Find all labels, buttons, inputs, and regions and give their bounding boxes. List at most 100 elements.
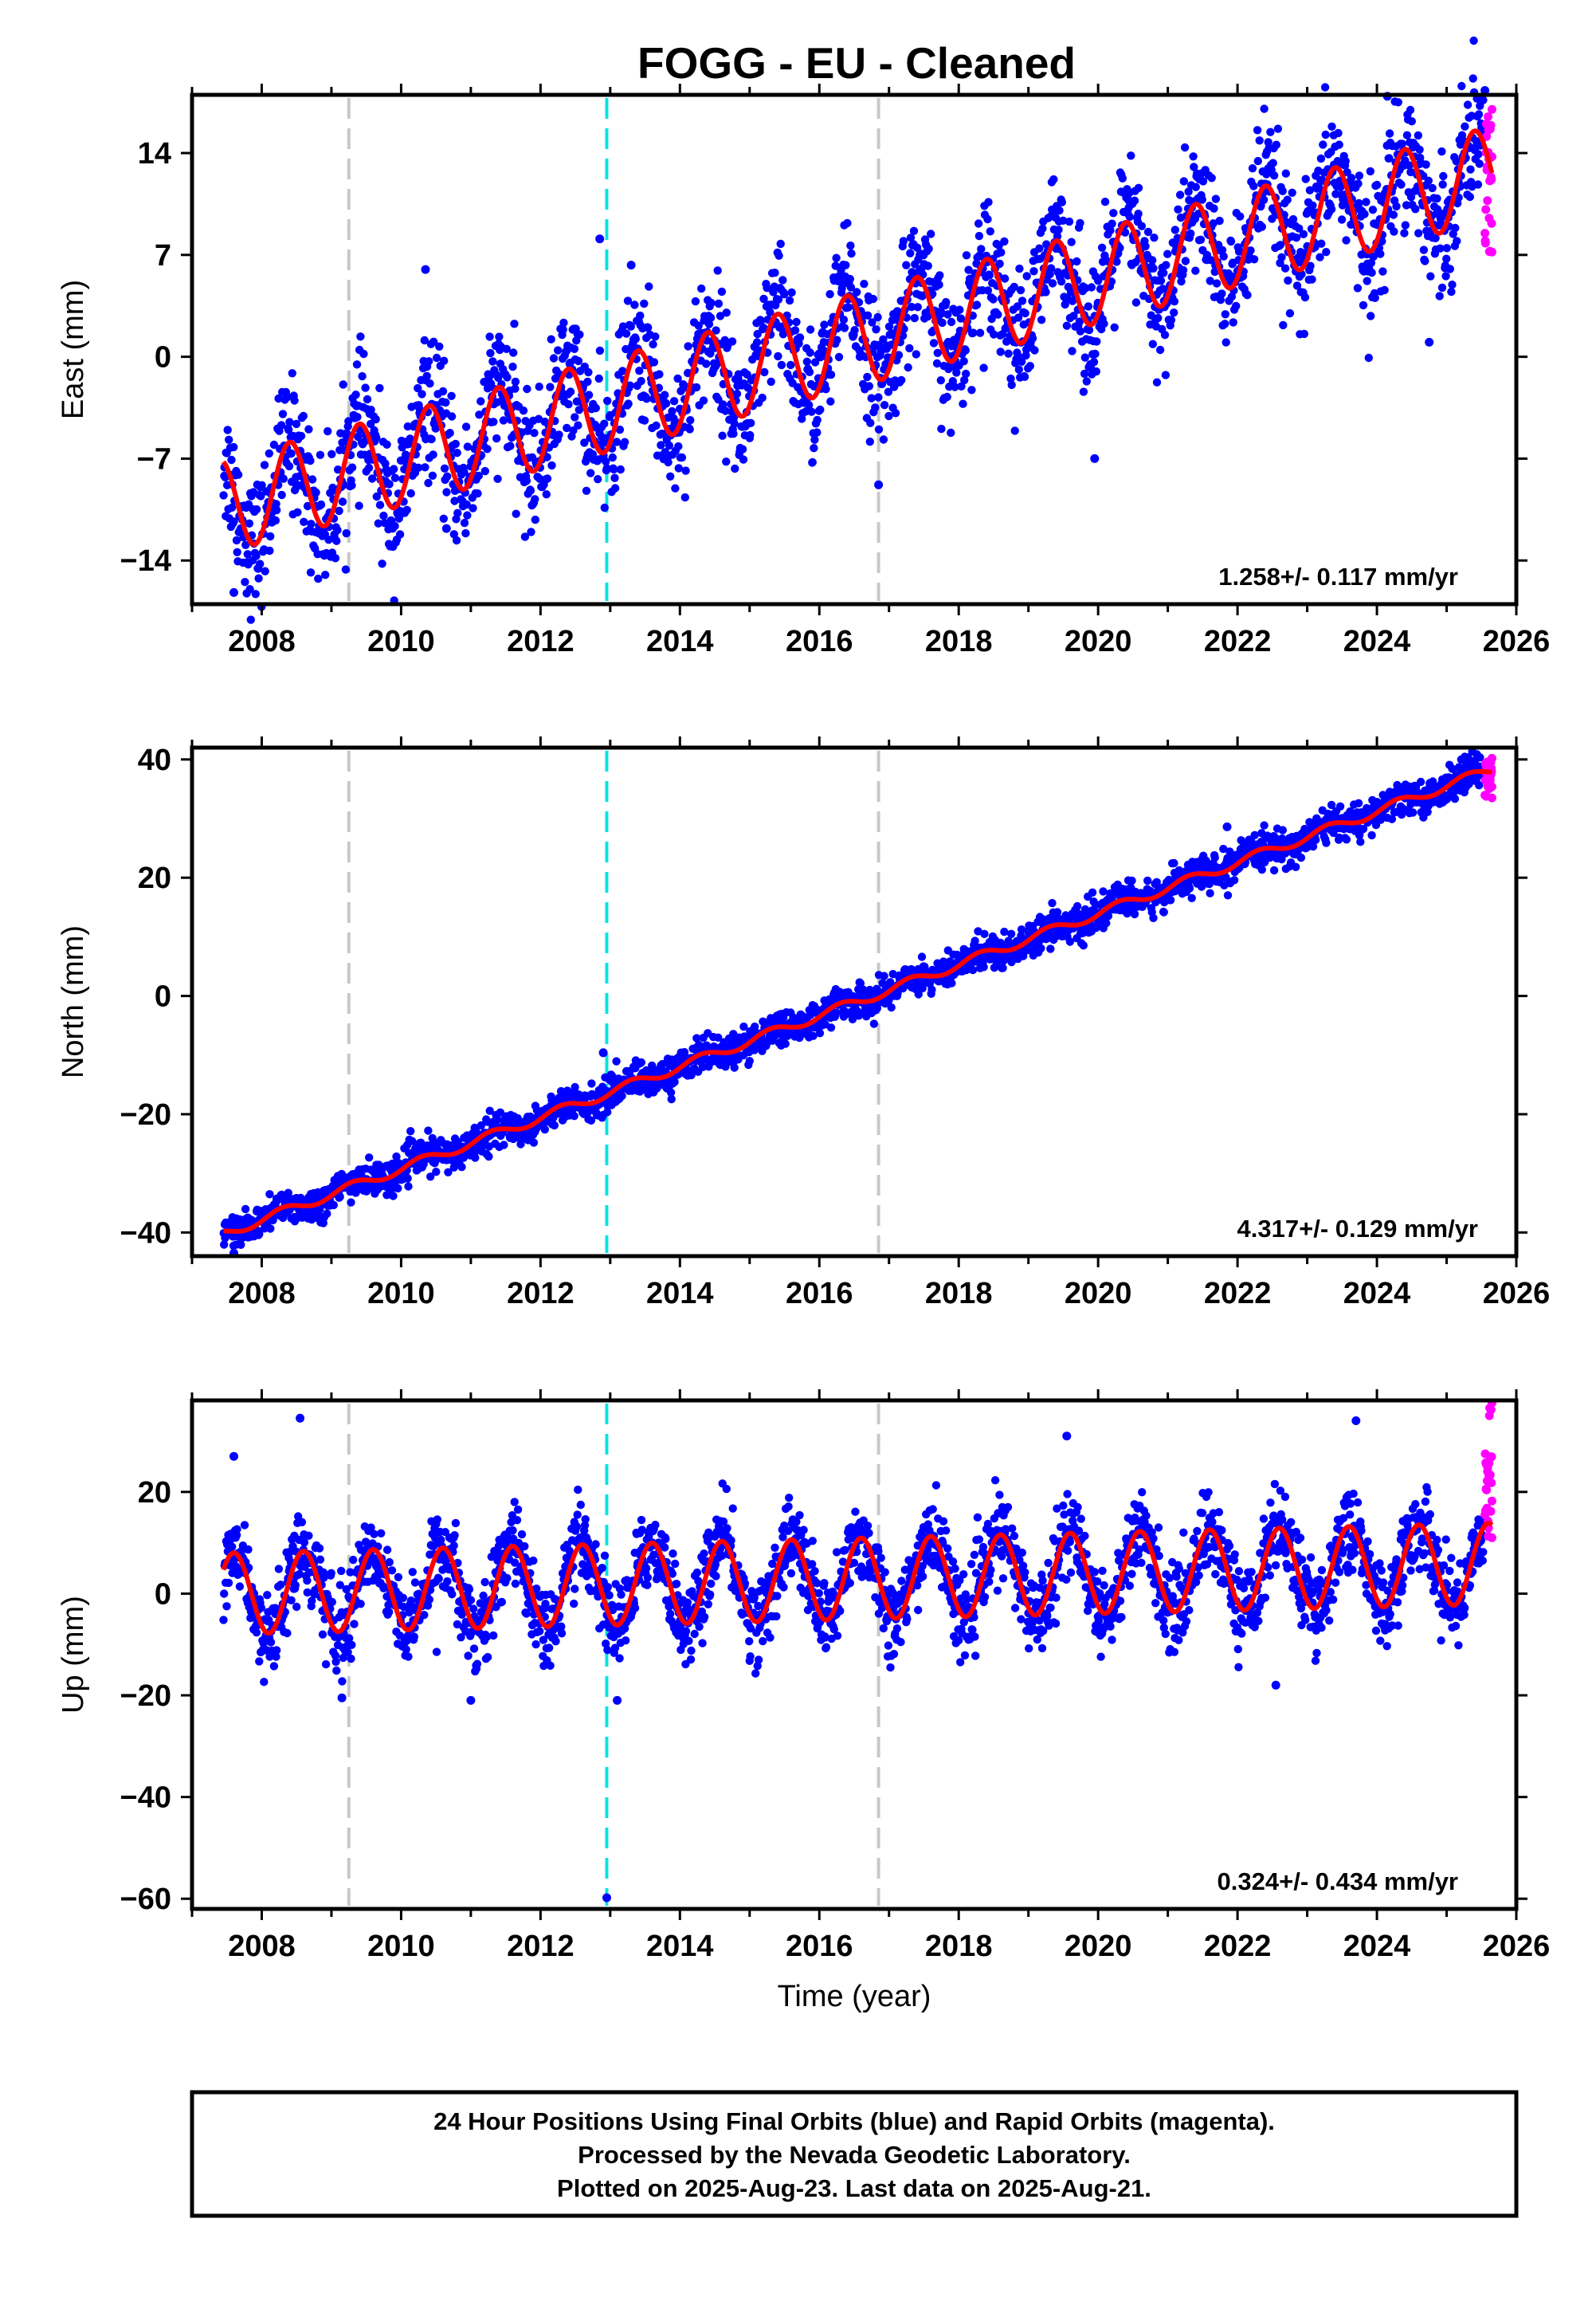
data-point xyxy=(1072,901,1082,911)
data-point xyxy=(608,453,617,462)
data-point xyxy=(1100,198,1110,206)
data-point xyxy=(1079,387,1088,396)
data-point xyxy=(1260,104,1269,113)
data-point xyxy=(927,230,935,238)
data-point xyxy=(1419,245,1429,254)
data-point xyxy=(969,328,978,337)
data-point xyxy=(967,386,976,395)
data-point xyxy=(826,397,835,406)
data-point xyxy=(1155,345,1165,355)
data-point xyxy=(887,1003,896,1012)
data-point xyxy=(356,332,365,341)
data-point xyxy=(594,374,603,383)
data-point xyxy=(938,318,947,328)
data-point xyxy=(1118,174,1127,183)
data-point xyxy=(1322,248,1331,257)
data-point xyxy=(1156,277,1166,285)
data-point xyxy=(476,397,485,406)
data-point xyxy=(1273,124,1283,133)
data-point xyxy=(665,441,674,450)
data-point xyxy=(435,342,444,351)
data-point xyxy=(1079,941,1088,950)
data-point xyxy=(522,477,531,485)
data-point xyxy=(1457,81,1466,91)
data-point xyxy=(1163,249,1172,258)
data-point xyxy=(1062,321,1072,330)
data-point xyxy=(463,442,473,451)
data-point xyxy=(936,376,946,385)
data-point xyxy=(935,271,944,280)
data-point xyxy=(816,353,825,362)
data-point xyxy=(884,322,894,331)
data-point xyxy=(702,359,711,368)
data-point xyxy=(1390,227,1398,236)
data-point xyxy=(559,325,567,334)
data-point xyxy=(1364,353,1374,363)
data-point xyxy=(265,1190,274,1199)
data-point xyxy=(868,318,876,327)
data-point xyxy=(245,519,254,528)
data-point xyxy=(1367,268,1376,277)
data-point xyxy=(1372,180,1382,190)
data-point xyxy=(807,407,816,416)
data-point xyxy=(406,434,414,443)
rapid-point xyxy=(1487,175,1496,184)
data-point xyxy=(625,381,634,390)
data-point xyxy=(760,367,769,377)
data-point xyxy=(508,362,517,371)
rapid-orbit-points xyxy=(1480,753,1496,803)
data-point xyxy=(923,261,932,270)
data-point xyxy=(284,426,293,434)
data-point xyxy=(428,471,437,480)
data-point xyxy=(1030,346,1039,355)
data-point xyxy=(347,463,357,472)
x-tick-label: 2012 xyxy=(507,625,574,658)
data-point xyxy=(610,465,618,474)
data-point xyxy=(869,1019,879,1028)
data-point xyxy=(316,500,326,509)
data-point xyxy=(584,367,593,377)
data-point xyxy=(1438,180,1447,189)
data-point xyxy=(1014,313,1023,322)
data-point xyxy=(692,383,701,392)
data-point xyxy=(671,484,680,493)
data-point xyxy=(550,1121,559,1130)
data-point xyxy=(344,417,353,426)
data-point xyxy=(447,412,457,421)
data-point xyxy=(546,383,555,391)
data-point xyxy=(1175,190,1185,199)
data-point xyxy=(1223,891,1233,900)
data-point xyxy=(1069,312,1078,320)
data-point xyxy=(580,438,589,447)
data-point xyxy=(395,530,405,539)
data-point xyxy=(353,413,362,422)
data-point xyxy=(1057,277,1066,286)
data-point xyxy=(636,311,645,320)
data-point xyxy=(489,418,498,426)
data-point xyxy=(983,214,992,224)
data-point xyxy=(540,1125,549,1134)
data-point xyxy=(583,377,592,387)
rapid-point xyxy=(1481,205,1491,214)
data-point xyxy=(500,1141,508,1149)
data-point xyxy=(460,467,469,477)
data-point xyxy=(626,322,635,331)
data-point xyxy=(473,489,482,498)
data-point xyxy=(425,357,433,366)
data-point xyxy=(257,481,266,489)
data-point xyxy=(1180,143,1190,152)
data-point xyxy=(1108,219,1116,228)
data-point xyxy=(1125,212,1135,222)
rapid-point xyxy=(1487,782,1496,791)
data-point xyxy=(666,472,675,481)
data-point xyxy=(440,356,449,365)
data-point xyxy=(499,416,508,425)
data-point xyxy=(554,346,563,355)
data-point xyxy=(471,1153,480,1162)
data-point xyxy=(1284,276,1292,285)
data-point xyxy=(570,344,579,353)
rapid-point xyxy=(1487,793,1496,803)
data-point xyxy=(1159,908,1168,917)
data-point xyxy=(832,253,841,262)
data-point xyxy=(1148,340,1158,348)
